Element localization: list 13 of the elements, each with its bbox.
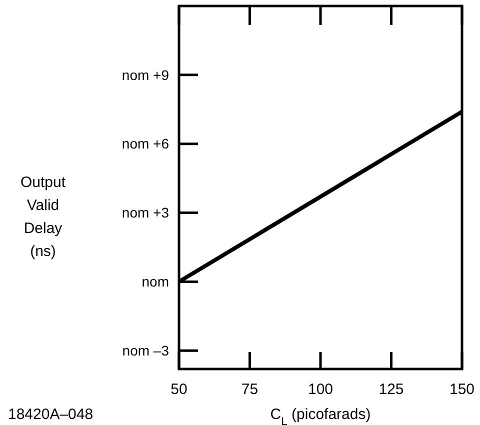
text: 18420A–048 <box>8 406 94 423</box>
x-tick-label: 100 <box>308 381 334 398</box>
x-axis-title: C$_{L}$ (picofarads) <box>270 406 371 425</box>
y-tick-label: nom +9 <box>122 66 170 83</box>
y-tick-label: nom +3 <box>122 204 170 221</box>
y-tick-label: nom <box>142 274 169 290</box>
y-axis-title: Output Valid Delay (ns) <box>20 174 66 260</box>
x-tick-label: 150 <box>449 381 475 398</box>
x-tick-label: 50 <box>170 381 188 398</box>
x-tick-label: 75 <box>241 381 258 398</box>
y-tick-label: nom –3 <box>122 342 170 359</box>
x-tick-label: 125 <box>378 381 404 398</box>
y-tick-label: nom +6 <box>122 136 170 152</box>
